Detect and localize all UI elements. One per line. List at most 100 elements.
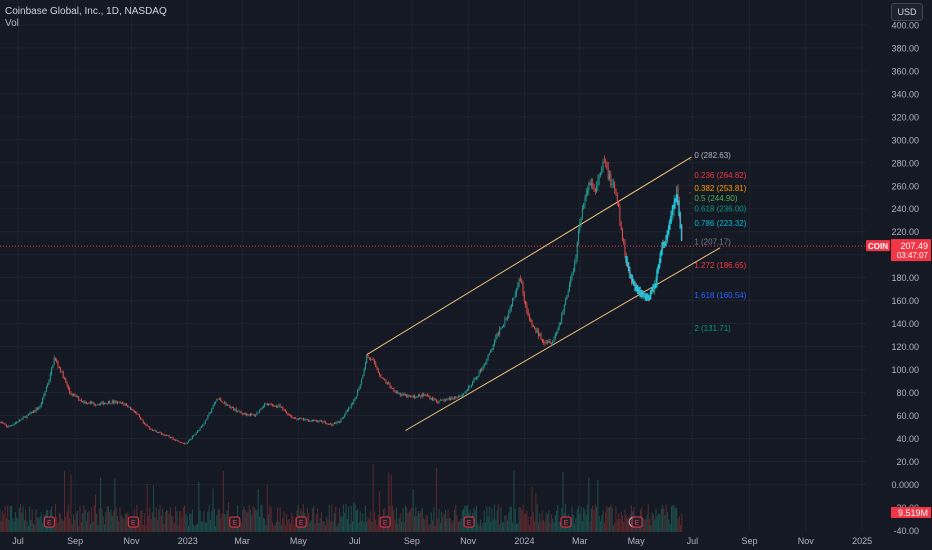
volume-bar	[426, 516, 428, 532]
earnings-marker	[631, 516, 643, 528]
candle-body	[162, 434, 164, 436]
candle-body	[149, 427, 151, 429]
candle-body	[477, 376, 479, 378]
volume-bar	[275, 521, 277, 532]
candle-body	[435, 399, 437, 402]
volume-bar	[394, 519, 396, 532]
y-tick-label: 280.00	[891, 158, 919, 168]
volume-bar	[531, 486, 533, 532]
candle-body	[293, 417, 295, 419]
candle-body	[13, 423, 15, 425]
fibonacci-extension[interactable]: 0 (282.63)0.236 (264.82)0.382 (253.81)0.…	[689, 151, 747, 334]
candle-body	[441, 399, 443, 401]
candle-body	[140, 416, 142, 420]
candle-body	[676, 186, 678, 201]
candle-body	[180, 442, 182, 443]
candle-body	[596, 185, 598, 192]
volume-bar	[628, 517, 630, 532]
candle-body	[505, 318, 507, 320]
candle-body	[362, 375, 364, 379]
candle-body-highlight	[627, 261, 630, 272]
y-tick-label: 80.00	[896, 388, 919, 398]
candle-body	[332, 423, 334, 426]
candle-body	[47, 383, 49, 388]
candle-body	[291, 416, 293, 418]
volume-bar	[375, 519, 377, 532]
candle-body	[372, 358, 374, 361]
candle-body	[76, 396, 78, 398]
volume-bar	[333, 512, 335, 532]
candle-body-highlight	[644, 293, 646, 301]
candle-body	[11, 425, 12, 427]
volume-bar	[209, 519, 211, 532]
volume-bar	[53, 523, 55, 532]
candle-body	[585, 193, 587, 198]
candle-body	[83, 400, 85, 403]
volume-bar	[62, 520, 64, 532]
y-axis[interactable]: 400.00 380.00 360.00 340.00 320.00 300.00 280.…	[891, 20, 919, 536]
channel-lines[interactable]	[366, 156, 721, 431]
volume-bar	[412, 489, 414, 532]
candle-body	[292, 417, 294, 419]
candle-body	[100, 403, 102, 405]
volume-bar	[218, 509, 220, 532]
volume-bar	[154, 517, 156, 532]
candle-body	[69, 388, 71, 393]
candle-body	[240, 412, 242, 414]
candle-body	[380, 374, 382, 378]
volume-bar	[481, 525, 483, 532]
y-tick-label: 140.00	[891, 319, 919, 329]
candle-body-highlight	[634, 281, 636, 292]
candle-body	[154, 430, 156, 432]
candle-body	[540, 334, 542, 340]
volume-bar	[131, 523, 133, 532]
x-axis[interactable]: Jul Sep Nov 2023 Mar May Jul Sep Nov 2024 Mar May Ju…	[12, 536, 872, 546]
volume-bar	[63, 471, 65, 532]
candle-body	[482, 367, 484, 370]
volume-bar	[373, 511, 375, 532]
candle-body	[209, 412, 211, 414]
candle-body	[611, 184, 613, 186]
currency-button[interactable]: USD	[891, 3, 923, 21]
candle-body	[619, 206, 621, 222]
candle-body	[419, 395, 421, 396]
candle-body	[606, 162, 608, 168]
candle-body	[497, 333, 499, 335]
volume-bar	[444, 509, 446, 532]
candle-body-highlight	[629, 266, 631, 279]
y-tick-label: 180.00	[891, 273, 919, 283]
volume-bar	[265, 524, 267, 532]
volume-bar	[443, 513, 445, 532]
volume-bar	[528, 524, 530, 532]
x-tick-label: Jul	[12, 536, 24, 546]
fib-level-label: 0 (282.63)	[694, 151, 731, 160]
volume-bar	[594, 504, 596, 532]
volume-bar	[415, 506, 417, 532]
volume-bar	[110, 509, 112, 532]
candle-body	[244, 412, 246, 415]
volume-bar	[505, 515, 507, 532]
candle-body	[172, 437, 174, 440]
volume-bar	[441, 511, 443, 532]
candle-body	[110, 403, 112, 404]
candle-body	[234, 408, 236, 410]
volume-bar	[430, 512, 432, 532]
volume-bar	[522, 504, 524, 532]
volume-bar	[239, 520, 241, 532]
candle-body-highlight	[630, 273, 632, 280]
candle-body	[437, 401, 439, 403]
candle-body	[548, 341, 550, 343]
candle-body-highlight	[645, 293, 648, 301]
volume-bar	[638, 524, 640, 532]
volume-bar	[185, 513, 187, 532]
volume-bar	[199, 510, 201, 532]
candle-body	[624, 242, 626, 257]
volume-bar	[361, 520, 363, 532]
volume-bar	[526, 510, 528, 532]
volume-bar	[233, 524, 235, 532]
volume-bar	[332, 521, 334, 532]
volume-bar	[58, 512, 60, 532]
candle-body	[111, 400, 113, 404]
